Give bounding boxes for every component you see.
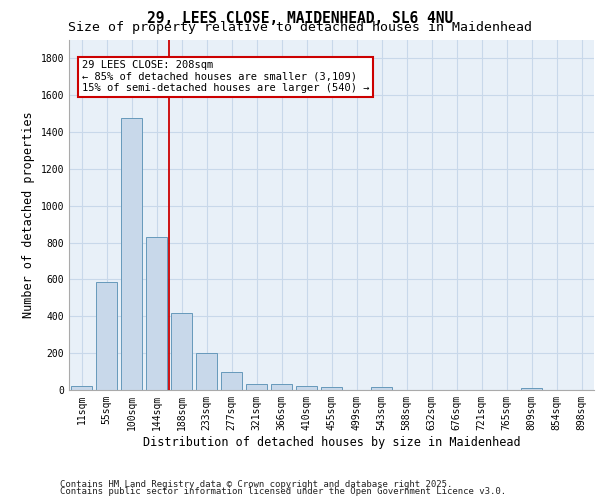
Bar <box>271 384 292 390</box>
Y-axis label: Number of detached properties: Number of detached properties <box>22 112 35 318</box>
Text: 29 LEES CLOSE: 208sqm
← 85% of detached houses are smaller (3,109)
15% of semi-d: 29 LEES CLOSE: 208sqm ← 85% of detached … <box>82 60 370 94</box>
Text: Contains HM Land Registry data © Crown copyright and database right 2025.: Contains HM Land Registry data © Crown c… <box>60 480 452 489</box>
Bar <box>221 372 242 390</box>
Text: Contains public sector information licensed under the Open Government Licence v3: Contains public sector information licen… <box>60 488 506 496</box>
Text: Size of property relative to detached houses in Maidenhead: Size of property relative to detached ho… <box>68 21 532 34</box>
Bar <box>146 237 167 390</box>
Bar <box>196 353 217 390</box>
Text: 29, LEES CLOSE, MAIDENHEAD, SL6 4NU: 29, LEES CLOSE, MAIDENHEAD, SL6 4NU <box>147 11 453 26</box>
Bar <box>321 387 342 390</box>
Bar <box>521 388 542 390</box>
Bar <box>246 384 267 390</box>
Bar <box>296 386 317 390</box>
Bar <box>96 282 117 390</box>
Bar <box>71 386 92 390</box>
Bar <box>121 118 142 390</box>
Bar <box>371 387 392 390</box>
Bar <box>171 312 192 390</box>
X-axis label: Distribution of detached houses by size in Maidenhead: Distribution of detached houses by size … <box>143 436 520 448</box>
